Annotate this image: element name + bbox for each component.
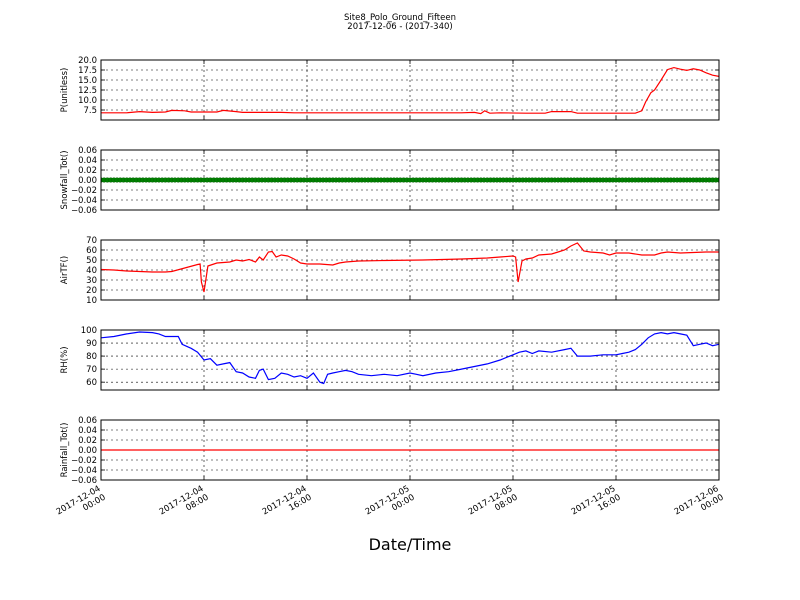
series-markers <box>101 177 719 183</box>
x-tick-label: 2017-12-0416:00 <box>261 484 314 526</box>
panel-frame <box>100 239 720 301</box>
y-tick-label: 70 <box>86 365 97 375</box>
panel-frame <box>100 329 720 391</box>
y-tick-label: 20.0 <box>78 56 97 66</box>
panel-0: 7.510.012.515.017.520.0 P(unitless) <box>60 56 720 121</box>
y-axis-label: P(unitless) <box>60 68 70 113</box>
series-line <box>101 66 719 115</box>
y-tick-label: 60 <box>86 246 97 256</box>
y-tick-label: 30 <box>86 276 97 286</box>
y-tick-label: 17.5 <box>78 66 97 76</box>
panel-frame <box>100 149 720 211</box>
x-tick-label: 2017-12-0500:00 <box>364 484 417 526</box>
y-tick-label: 10 <box>86 296 97 306</box>
y-tick-label: 0.06 <box>78 416 97 426</box>
y-tick-label: 60 <box>86 378 97 388</box>
y-tick-label: 0.00 <box>78 176 97 186</box>
y-axis-label: Snowfall_Tot() <box>60 150 70 209</box>
y-tick-label: 0.00 <box>78 446 97 456</box>
y-tick-label: −0.06 <box>71 206 97 216</box>
y-tick-label: −0.04 <box>71 196 97 206</box>
y-tick-label: 90 <box>86 339 97 349</box>
panel-3: 60 70 80 90 100 RH(%) <box>60 326 720 391</box>
y-tick-label: 0.04 <box>78 426 97 436</box>
y-tick-label: 0.04 <box>78 156 97 166</box>
y-axis-label: AirTF() <box>60 256 70 284</box>
chart-subtitle: 2017-12-06 - (2017-340) <box>347 22 452 32</box>
y-axis-label: RH(%) <box>60 346 70 373</box>
x-axis-ticks: 2017-12-0400:00 2017-12-0408:00 2017-12-04… <box>55 484 726 526</box>
y-tick-label: 100 <box>81 326 97 336</box>
y-tick-label: 80 <box>86 352 97 362</box>
y-tick-label: −0.06 <box>71 476 97 486</box>
panels: 7.510.012.515.017.520.0P(unitless)−0.06−… <box>60 56 720 486</box>
x-tick-label: 2017-12-0408:00 <box>158 484 211 526</box>
panel-4: −0.06−0.04−0.020.000.020.040.06 Rainfall_… <box>60 416 720 486</box>
y-tick-label: −0.04 <box>71 466 97 476</box>
x-axis-label: Date/Time <box>369 535 452 554</box>
x-tick-label: 2017-12-0516:00 <box>570 484 623 526</box>
x-tick-label: 2017-12-0508:00 <box>467 484 520 526</box>
y-tick-label: 10.0 <box>78 96 97 106</box>
chart-title: Site8_Polo_Ground_Fifteen <box>344 13 456 23</box>
y-tick-label: 7.5 <box>83 106 97 116</box>
y-tick-label: 70 <box>86 236 97 246</box>
y-tick-label: 40 <box>86 266 97 276</box>
y-tick-label: 20 <box>86 286 97 296</box>
x-tick-label: 2017-12-0600:00 <box>673 484 726 526</box>
y-tick-label: 0.02 <box>78 166 97 176</box>
y-tick-label: 15.0 <box>78 76 97 86</box>
y-tick-label: 12.5 <box>78 86 97 96</box>
panel-1: −0.06−0.04−0.020.000.020.040.06 Snowfall_… <box>60 146 720 216</box>
y-tick-label: 50 <box>86 256 97 266</box>
series-line <box>101 331 719 385</box>
x-tick-label: 2017-12-0400:00 <box>55 484 108 526</box>
y-axis-label: Rainfall_Tot() <box>60 423 70 478</box>
y-tick-label: 0.06 <box>78 146 97 156</box>
y-tick-label: −0.02 <box>71 456 97 466</box>
panel-frame <box>100 59 720 121</box>
series-line <box>101 242 719 293</box>
panel-frame <box>100 419 720 481</box>
y-tick-label: −0.02 <box>71 186 97 196</box>
y-tick-label: 0.02 <box>78 436 97 446</box>
